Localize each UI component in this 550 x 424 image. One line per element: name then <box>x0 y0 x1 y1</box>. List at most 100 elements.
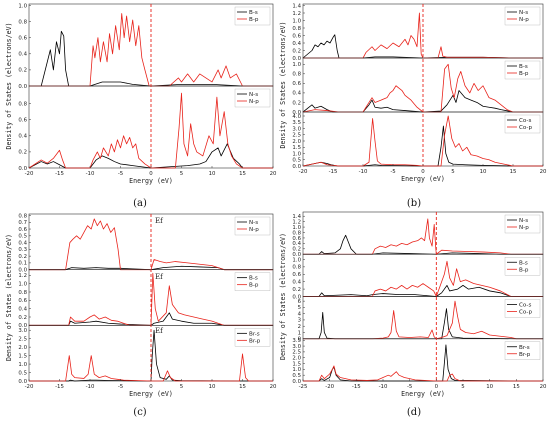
x-tick-label: -15 <box>329 169 338 175</box>
y-tick-label: 1.0 <box>292 62 301 68</box>
legend-box <box>504 299 541 318</box>
y-tick-label: 1.0 <box>18 3 27 9</box>
y-tick-label: 2.0 <box>292 356 301 362</box>
y-tick-label: 2.5 <box>292 350 301 356</box>
y-tick-label: 0.6 <box>18 118 27 124</box>
series-line-br-s <box>303 344 543 382</box>
series-line-n-s <box>28 143 273 169</box>
x-tick-label: 10 <box>209 384 216 390</box>
x-tick-label: 15 <box>510 169 517 175</box>
y-tick-label: 0.2 <box>292 287 301 293</box>
legend-box <box>504 60 541 80</box>
legend-entry: Br-s <box>519 345 530 351</box>
x-tick-label: -10 <box>379 384 388 390</box>
legend-entry: N-p <box>519 17 529 23</box>
y-tick-label: 0.5 <box>18 234 27 240</box>
y-tick-label: 0.5 <box>18 370 27 376</box>
legend-box <box>234 328 271 347</box>
y-tick-label: 0.0 <box>18 166 27 172</box>
y-tick-label: 3.0 <box>292 126 301 132</box>
panel-label: (c) <box>133 407 147 418</box>
ef-annotation: Ef <box>155 327 164 335</box>
ef-annotation: Ef <box>155 273 164 281</box>
y-tick-label: 2.5 <box>18 336 27 342</box>
legend-box <box>504 257 541 276</box>
legend-box <box>234 272 271 291</box>
legend-entry: B-s <box>249 276 258 282</box>
series-line-b-s <box>302 90 543 113</box>
legend-entry: N-s <box>249 92 258 98</box>
panel-3: 0.00.20.40.60.81.01.21.4N-sN-p0.00.20.40… <box>279 211 547 418</box>
legend-entry: Br-p <box>249 338 261 344</box>
x-tick-label: -15 <box>55 384 64 390</box>
legend: B-sB-p <box>504 257 541 276</box>
y-tick-label: 1.0 <box>18 362 27 368</box>
x-tick-label: -25 <box>299 384 308 390</box>
panel-2: 0.00.10.20.30.40.50.60.70.8N-sN-p0.00.20… <box>5 213 277 418</box>
y-tick-label: 0.2 <box>18 254 27 260</box>
y-tick-label: 0.4 <box>18 134 27 140</box>
y-tick-label: 0.6 <box>18 227 27 233</box>
y-tick-label: 2.0 <box>292 139 301 145</box>
series-line-n-s <box>302 34 543 59</box>
x-axis-label: Energy (eV) <box>401 175 445 183</box>
legend-entry: Co-p <box>519 310 532 316</box>
y-tick-label: 1.4 <box>292 214 301 220</box>
legend-entry: Br-p <box>519 352 531 358</box>
y-tick-label: 0.2 <box>18 68 27 74</box>
ef-annotation: Ef <box>155 217 164 225</box>
y-tick-label: 4 <box>298 311 302 317</box>
x-tick-label: 5 <box>461 384 464 390</box>
x-tick-label: -5 <box>118 384 123 390</box>
panel-label: (d) <box>407 407 421 418</box>
series-line-br-p <box>303 365 543 382</box>
x-tick-label: 0 <box>149 384 153 390</box>
legend: N-sN-p <box>504 6 541 26</box>
y-tick-label: 0.0 <box>292 56 301 62</box>
y-tick-label: 0.1 <box>18 261 27 267</box>
legend-entry: B-p <box>249 17 259 23</box>
y-tick-label: 0.8 <box>18 290 27 296</box>
y-tick-label: 0.0 <box>292 294 301 300</box>
x-tick-label: 20 <box>540 169 547 175</box>
y-tick-label: 1.4 <box>292 3 301 9</box>
y-axis-label: Density of States (electrons/eV) <box>279 21 287 148</box>
legend-entry: B-p <box>519 267 529 273</box>
x-tick-label: 20 <box>270 384 277 390</box>
legend-entry: Co-p <box>519 125 532 131</box>
series-line-b-s <box>29 30 273 87</box>
y-tick-label: 1.0 <box>18 281 27 287</box>
y-tick-label: 1.0 <box>292 257 301 263</box>
legend-box <box>504 114 541 134</box>
series-line-n-s <box>303 234 543 255</box>
y-tick-label: 0.2 <box>18 150 27 156</box>
x-tick-label: 15 <box>239 384 246 390</box>
y-tick-label: 0.2 <box>292 100 301 106</box>
legend-box <box>504 341 541 360</box>
x-tick-label: 5 <box>180 171 183 177</box>
x-tick-label: -20 <box>299 169 308 175</box>
legend-entry: N-s <box>249 220 258 226</box>
panel-0: 0.0 0.2 0.4 0.6 0.8 1.0 B-sB-p 0.0 0.2 0.4 0.6 0.8 N… <box>5 3 277 209</box>
y-tick-label: 0.4 <box>292 91 301 97</box>
x-tick-label: 10 <box>480 169 487 175</box>
y-tick-label: 0.2 <box>18 315 27 321</box>
y-tick-label: 0.0 <box>292 252 301 258</box>
legend-box <box>504 214 541 234</box>
legend: B-sB-p <box>234 272 271 291</box>
subplot-0-1: 0.0 0.2 0.4 0.6 0.8 N-sN-p <box>18 85 274 172</box>
y-tick-label: 0.2 <box>292 48 301 54</box>
y-tick-label: 0.6 <box>292 33 301 39</box>
x-axis-label: Energy (eV) <box>129 177 173 185</box>
legend: N-sN-p <box>234 88 271 108</box>
subplot-3-0: 0.00.20.40.60.81.01.21.4 N-sN-p <box>292 211 544 258</box>
x-tick-label: -10 <box>86 384 95 390</box>
y-tick-label: 5 <box>298 305 301 311</box>
y-tick-label: 0.8 <box>292 72 301 78</box>
y-tick-label: 0.0 <box>292 379 301 385</box>
legend-box <box>504 6 541 26</box>
legend-entry: B-p <box>519 71 529 77</box>
x-tick-label: -10 <box>359 169 368 175</box>
